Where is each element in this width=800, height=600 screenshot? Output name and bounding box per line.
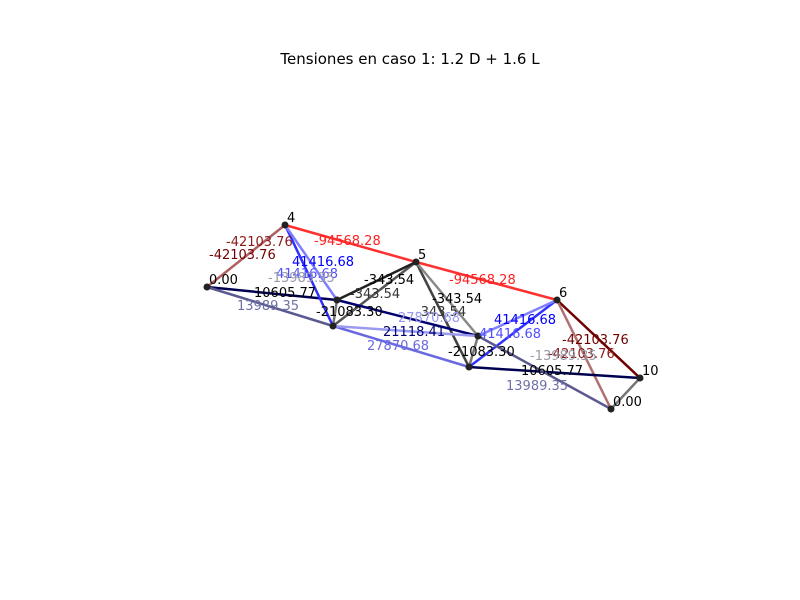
stress-label: 10605.77 <box>521 364 583 379</box>
truss-node <box>203 283 211 291</box>
truss-member <box>476 334 613 411</box>
stress-label: 13989.35 <box>506 379 568 394</box>
stress-label: -13989.35 <box>530 349 597 364</box>
truss-node <box>636 374 644 382</box>
stress-label: 27870.68 <box>398 311 460 326</box>
truss-member <box>476 298 559 338</box>
truss-member <box>331 298 339 328</box>
truss-node <box>607 405 615 413</box>
truss-member <box>414 260 559 302</box>
truss-node <box>465 363 473 371</box>
truss-member <box>335 260 418 302</box>
truss-member <box>283 223 335 328</box>
truss-member <box>467 365 642 380</box>
truss-member <box>414 260 480 338</box>
stress-label: -42103.76 <box>548 347 615 362</box>
stress-label: -42103.76 <box>209 248 276 263</box>
stress-label: 41416.68 <box>276 267 338 282</box>
truss-member <box>205 223 287 289</box>
stress-label: -94568.28 <box>314 234 381 249</box>
truss-node <box>553 296 561 304</box>
stress-labels: -42103.76-42103.76-94568.2841416.6841416… <box>209 234 629 394</box>
truss-member <box>555 298 642 380</box>
truss-member <box>205 285 339 302</box>
stress-label: 41416.68 <box>292 255 354 270</box>
truss-node <box>281 221 289 229</box>
stress-label: 41416.68 <box>494 313 556 328</box>
truss-node <box>412 258 420 266</box>
stress-label: 13989.35 <box>237 299 299 314</box>
node-label: 5 <box>418 248 426 263</box>
stress-label: -42103.76 <box>562 333 629 348</box>
node-label: 0.00 <box>613 395 642 410</box>
truss-member <box>555 298 613 411</box>
truss-member <box>609 376 642 411</box>
truss-member <box>335 298 480 338</box>
truss-node <box>333 296 341 304</box>
stress-label: -343.54 <box>350 287 400 302</box>
stress-label: 10605.77 <box>254 286 316 301</box>
truss-member <box>414 260 471 369</box>
stress-label: -343.54 <box>432 292 482 307</box>
truss-members <box>205 223 642 411</box>
stress-label: -13989.35 <box>268 271 335 286</box>
figure-title: Tensiones en caso 1: 1.2 D + 1.6 L <box>279 50 540 68</box>
node-label: 6 <box>559 286 567 301</box>
node-label: 0.00 <box>209 273 238 288</box>
truss-member <box>331 324 480 338</box>
truss-member <box>283 223 418 264</box>
stress-label: 21118.41 <box>383 325 445 340</box>
truss-member <box>331 324 471 369</box>
stress-label: -343.54 <box>364 273 414 288</box>
node-label: 4 <box>287 211 295 226</box>
truss-nodes: 0.00 4 5 6 10 0.00 <box>203 211 659 413</box>
truss-member <box>283 223 339 302</box>
truss-member <box>467 334 480 369</box>
stress-label: -343.54 <box>416 305 466 320</box>
truss-node <box>329 322 337 330</box>
stress-label: -21083.30 <box>316 305 383 320</box>
truss-member <box>205 285 335 328</box>
truss-member <box>331 260 418 328</box>
stress-label: -21083.30 <box>448 345 515 360</box>
stress-label: -94568.28 <box>449 273 516 288</box>
stress-label: -42103.76 <box>226 235 293 250</box>
stress-label: 41416.68 <box>479 327 541 342</box>
truss-member <box>467 298 559 369</box>
truss-node <box>474 332 482 340</box>
stress-label: 27870.68 <box>367 339 429 354</box>
node-label: 10 <box>642 364 659 379</box>
